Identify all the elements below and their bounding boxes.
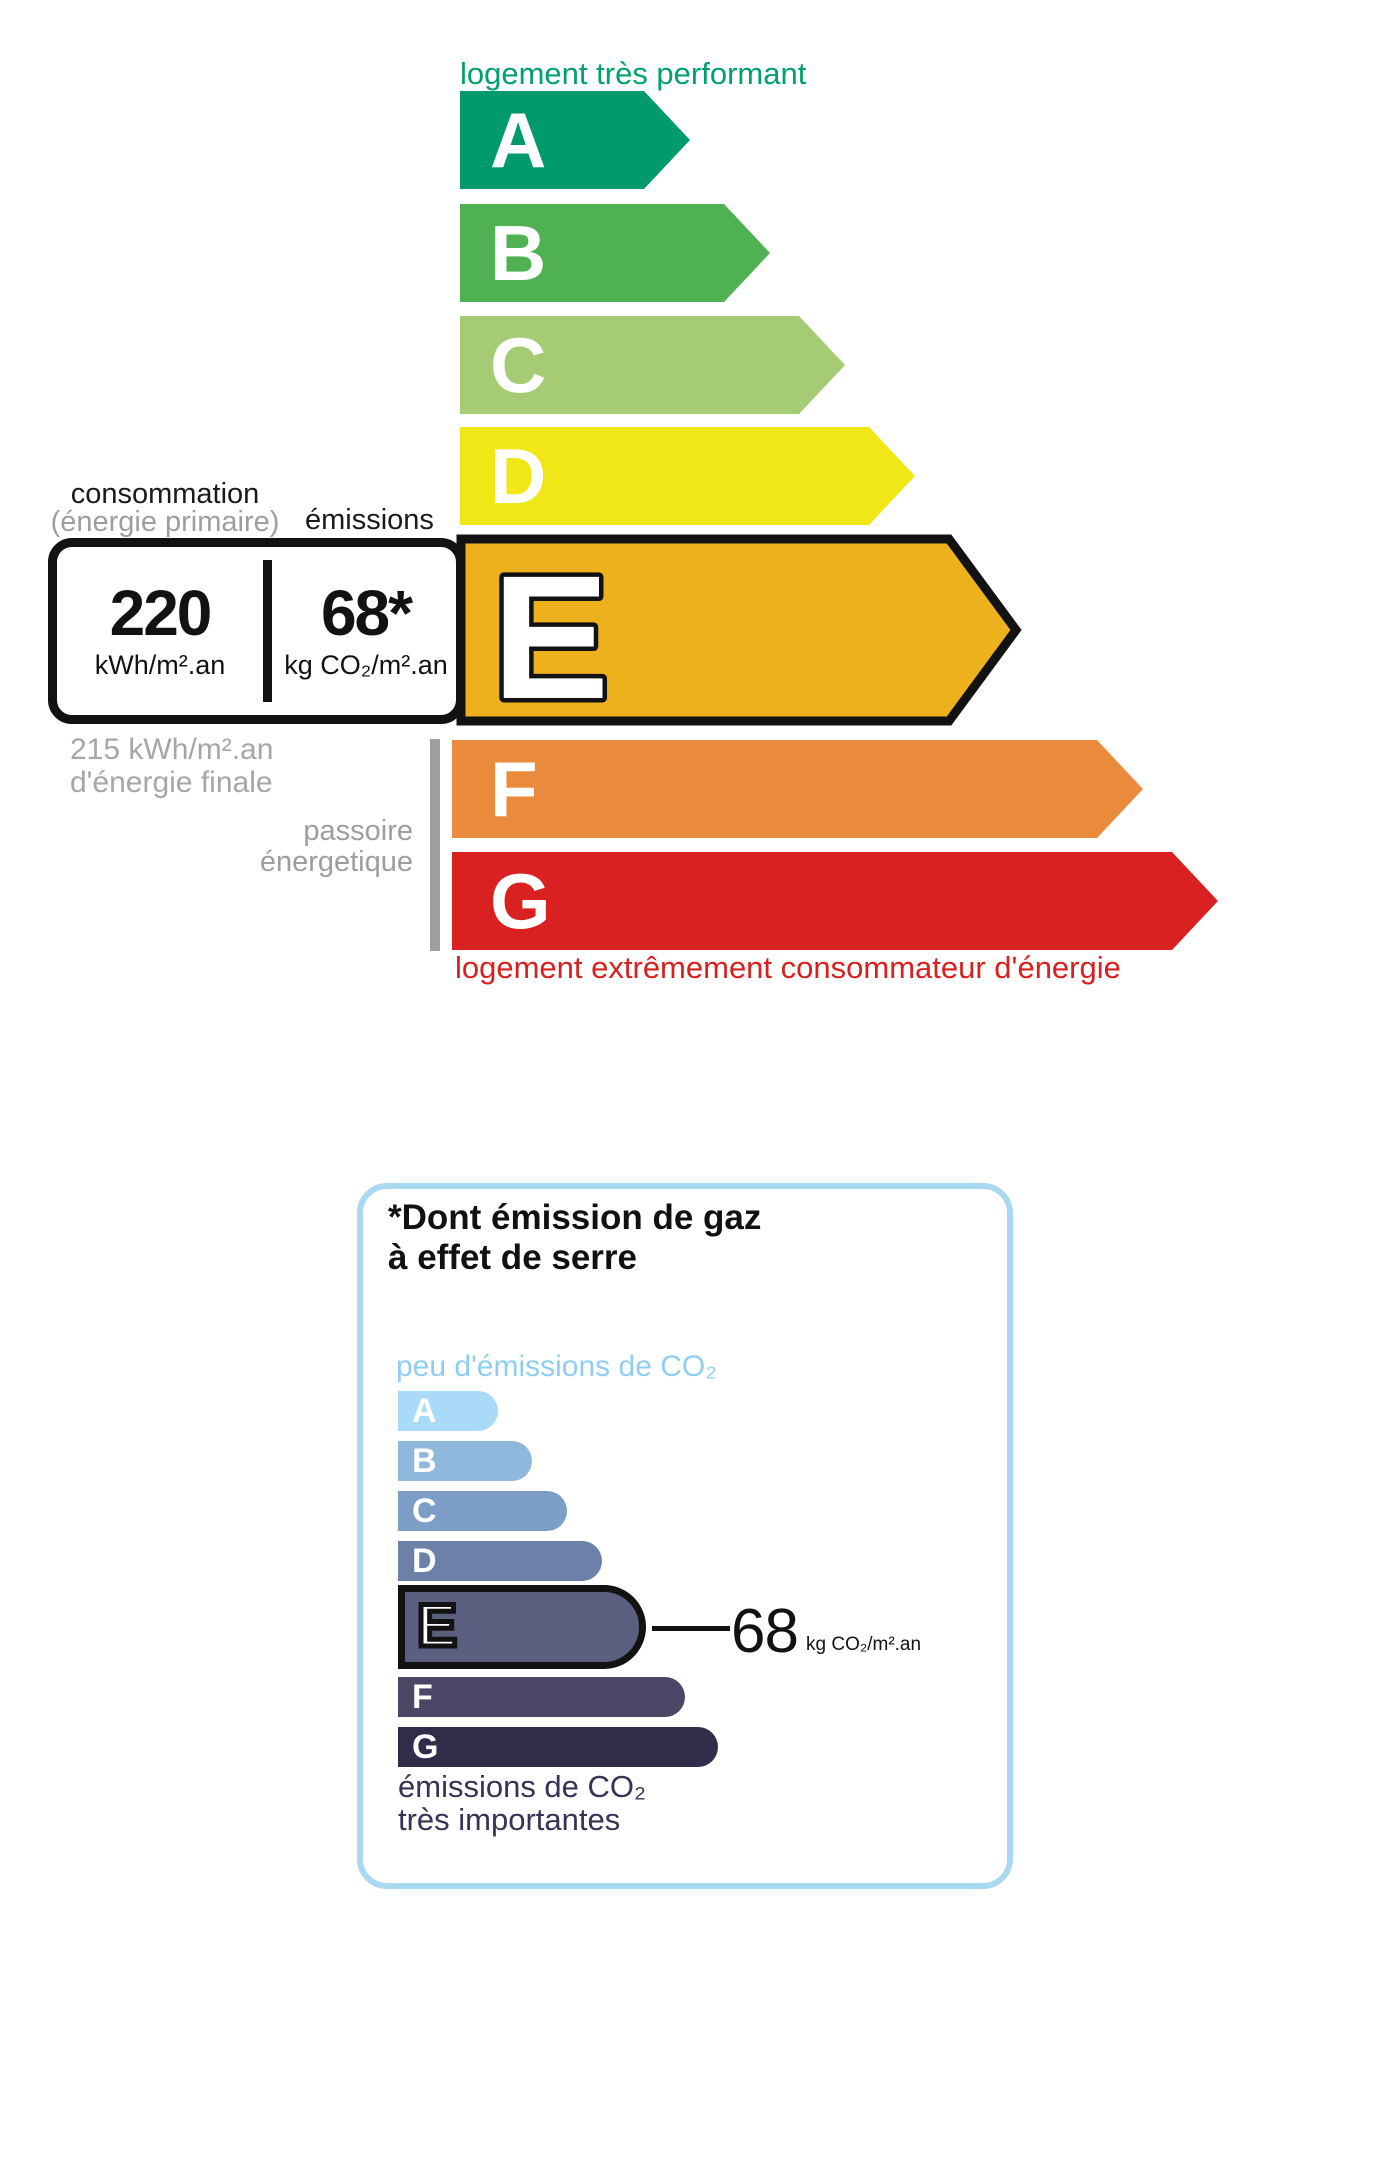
energy-sieve-line2: énergetique [259,846,413,878]
emissions-value: 68* [320,577,413,649]
co2-grade-f-letter: F [412,1678,433,1716]
co2-high-emissions-label: émissions de CO₂ très importantes [398,1770,646,1836]
values-box-divider [263,560,272,702]
energy-sieve-label: passoire énergetique [180,816,413,878]
co2-value-connector-line [652,1626,730,1631]
grade-g-arrow: G [452,852,1218,950]
co2-grade-f-bar: F [398,1677,685,1717]
final-energy-line2: d'énergie finale [70,766,273,799]
energy-sieve-bracket-bar [430,739,440,951]
co2-grade-g-bar: G [398,1727,718,1767]
consumption-subheader: (énergie primaire) [50,506,280,538]
grade-d-letter: D [490,432,547,520]
co2-grade-e-bar-selected: E [398,1585,646,1669]
grade-f-arrow: F [452,740,1143,838]
co2-grade-a-letter: A [412,1392,437,1430]
grade-b-arrow: B [460,204,770,302]
grade-e-arrow-selected: E [456,534,1022,726]
consumption-unit: kWh/m².an [94,650,226,680]
co2-title-line2: à effet de serre [388,1238,638,1277]
emissions-unit: kg CO₂/m².an [284,650,448,680]
grade-c-letter: C [490,321,547,409]
co2-title-line1: *Dont émission de gaz [388,1198,762,1237]
final-energy-note: 215 kWh/m².an d'énergie finale [70,733,273,799]
bottom-consumption-note: logement extrêmement consommateur d'éner… [455,950,1121,985]
co2-grade-e-letter: E [415,1590,460,1662]
co2-high-line1: émissions de CO₂ [398,1769,647,1804]
grade-a-arrow: A [460,91,690,189]
emissions-header: émissions [305,504,434,536]
co2-panel-title: *Dont émission de gaz à effet de serre [388,1198,761,1278]
co2-grade-d-bar: D [398,1541,602,1581]
consumption-cell: 220 kWh/m².an [57,549,263,713]
top-performance-note: logement très performant [460,56,807,91]
consumption-header: consommation [70,478,260,510]
co2-grade-d-letter: D [412,1542,437,1580]
grade-a-letter: A [490,96,547,184]
co2-value: 68 [731,1597,799,1666]
co2-low-emissions-label: peu d'émissions de CO₂ [396,1350,717,1383]
consumption-value: 220 [109,577,213,649]
values-box [48,538,465,724]
co2-grade-b-bar: B [398,1441,532,1481]
emissions-cell: 68* kg CO₂/m².an [276,549,456,713]
final-energy-line1: 215 kWh/m².an [70,733,274,766]
grade-g-letter: G [490,857,551,945]
co2-grade-c-letter: C [412,1492,437,1530]
co2-grade-g-letter: G [412,1728,439,1766]
grade-c-arrow: C [460,316,845,414]
energy-sieve-line1: passoire [303,815,413,847]
co2-grade-a-bar: A [398,1391,498,1431]
co2-high-line2: très importantes [398,1802,621,1837]
co2-value-unit: kg CO₂/m².an [806,1634,922,1655]
co2-grade-b-letter: B [412,1442,437,1480]
grade-e-letter: E [492,540,609,726]
co2-grade-c-bar: C [398,1491,567,1531]
grade-f-letter: F [490,745,538,833]
grade-d-arrow: D [460,427,915,525]
grade-b-letter: B [490,209,547,297]
co2-panel [357,1183,1013,1889]
